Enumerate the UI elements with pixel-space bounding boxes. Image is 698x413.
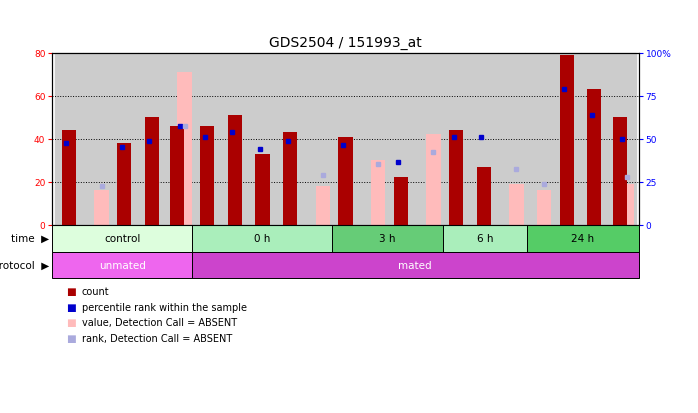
Bar <box>332 225 443 252</box>
Bar <box>359 54 387 225</box>
Bar <box>394 178 408 225</box>
Text: GSM112972: GSM112972 <box>590 227 599 273</box>
Bar <box>581 54 608 225</box>
Text: GSM112962: GSM112962 <box>369 227 378 273</box>
Bar <box>387 54 415 225</box>
Text: GSM112945: GSM112945 <box>175 227 184 273</box>
Bar <box>283 133 297 225</box>
Bar <box>144 118 159 225</box>
Bar <box>117 144 131 225</box>
Text: GSM112964: GSM112964 <box>424 227 433 273</box>
Text: unmated: unmated <box>98 260 146 271</box>
Text: value, Detection Call = ABSENT: value, Detection Call = ABSENT <box>82 318 237 328</box>
Bar <box>315 187 330 225</box>
Bar <box>477 167 491 225</box>
Bar <box>498 54 526 225</box>
Text: GSM112965: GSM112965 <box>452 227 461 273</box>
Text: ■: ■ <box>66 302 76 312</box>
Bar <box>52 225 192 252</box>
Text: percentile rank within the sample: percentile rank within the sample <box>82 302 246 312</box>
Text: control: control <box>104 233 140 244</box>
Bar <box>415 54 443 225</box>
Text: ■: ■ <box>66 318 76 328</box>
Bar <box>537 191 551 225</box>
Bar <box>94 191 109 225</box>
Bar <box>62 131 76 225</box>
Text: ■: ■ <box>66 333 76 343</box>
Bar <box>193 54 221 225</box>
Bar <box>560 56 574 225</box>
Text: GSM112971: GSM112971 <box>563 227 571 273</box>
Bar <box>371 161 385 225</box>
Text: GSM112970: GSM112970 <box>535 227 544 273</box>
Bar <box>510 184 524 225</box>
Text: GSM113345: GSM113345 <box>618 227 627 273</box>
Text: GSM112948: GSM112948 <box>258 227 267 273</box>
Text: time  ▶: time ▶ <box>10 233 49 244</box>
Text: GSM112946: GSM112946 <box>202 227 211 273</box>
Bar <box>587 90 602 225</box>
Text: 24 h: 24 h <box>571 233 595 244</box>
Bar <box>443 225 527 252</box>
Text: GSM112942: GSM112942 <box>120 227 128 273</box>
Bar <box>470 54 498 225</box>
Bar <box>170 126 184 225</box>
Text: GDS2504 / 151993_at: GDS2504 / 151993_at <box>269 36 422 50</box>
Text: count: count <box>82 286 110 296</box>
Bar <box>192 225 332 252</box>
Text: GSM112968: GSM112968 <box>507 227 516 273</box>
Bar <box>527 225 639 252</box>
Text: GSM112950: GSM112950 <box>313 227 322 273</box>
Bar <box>221 54 248 225</box>
Bar <box>138 54 165 225</box>
Text: protocol  ▶: protocol ▶ <box>0 260 49 271</box>
Bar <box>110 54 138 225</box>
Bar <box>620 184 634 225</box>
Bar <box>608 54 636 225</box>
Text: 0 h: 0 h <box>253 233 270 244</box>
Bar <box>165 54 193 225</box>
Text: GSM112963: GSM112963 <box>396 227 406 273</box>
Bar <box>52 252 192 279</box>
Bar <box>55 54 83 225</box>
Bar <box>443 54 470 225</box>
Bar <box>192 252 639 279</box>
Bar <box>613 118 627 225</box>
Bar <box>228 116 242 225</box>
Text: mated: mated <box>399 260 432 271</box>
Bar <box>339 137 352 225</box>
Text: 6 h: 6 h <box>477 233 493 244</box>
Bar <box>83 54 110 225</box>
Text: GSM112952: GSM112952 <box>341 227 350 273</box>
Bar <box>255 154 269 225</box>
Bar <box>248 54 276 225</box>
Text: ■: ■ <box>66 286 76 296</box>
Text: 3 h: 3 h <box>379 233 396 244</box>
Bar <box>553 54 581 225</box>
Bar <box>200 126 214 225</box>
Bar <box>449 131 463 225</box>
Bar <box>177 73 192 225</box>
Text: GSM112943: GSM112943 <box>147 227 156 273</box>
Bar <box>332 54 359 225</box>
Text: rank, Detection Call = ABSENT: rank, Detection Call = ABSENT <box>82 333 232 343</box>
Bar <box>426 135 440 225</box>
Text: GSM112935: GSM112935 <box>92 227 101 273</box>
Text: GSM112931: GSM112931 <box>64 227 73 273</box>
Bar <box>304 54 332 225</box>
Text: GSM112949: GSM112949 <box>285 227 295 273</box>
Text: GSM112947: GSM112947 <box>230 227 239 273</box>
Text: GSM112967: GSM112967 <box>480 227 489 273</box>
Bar <box>526 54 553 225</box>
Bar <box>276 54 304 225</box>
